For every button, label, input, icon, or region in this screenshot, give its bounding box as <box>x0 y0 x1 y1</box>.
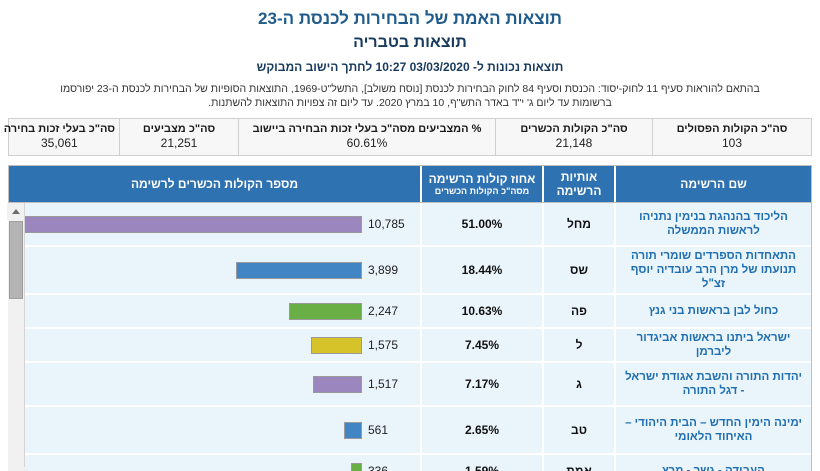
cell-votes-count: 2,247 <box>368 304 399 318</box>
column-header-list-name[interactable]: שם הרשימה <box>614 166 811 202</box>
cell-votes-bar: 3,899 <box>9 247 420 293</box>
cell-list-name: העבודה - גשר - מרץ <box>614 455 811 471</box>
column-header-votes-bars-label: מספר הקולות הכשרים לרשימה <box>130 177 299 191</box>
cell-list-name: התאחדות הספרדים שומרי תורה תנועתו של מרן… <box>614 247 811 293</box>
cell-votes-count: 561 <box>368 423 389 437</box>
stat-eligible-voters-value: 35,061 <box>41 136 78 150</box>
scrollbar-thumb[interactable] <box>9 221 23 299</box>
bar-track <box>9 336 362 354</box>
column-header-list-letters[interactable]: אותיות הרשימה <box>542 166 614 202</box>
cell-list-letters: ל <box>542 329 614 361</box>
stat-turnout-percent: % המצביעים מסה"כ בעלי זכות הבחירה ביישוב… <box>238 119 495 155</box>
page-header: תוצאות האמת של הבחירות לכנסת ה-23 תוצאות… <box>0 0 820 76</box>
table-row[interactable]: כחול לבן בראשות בני גנץ פה 10.63% 2,247 <box>9 295 811 329</box>
cell-list-letters: ג <box>542 363 614 405</box>
cell-votes-count: 336 <box>368 464 389 471</box>
table-scrollbar[interactable] <box>7 203 25 471</box>
cell-votes-bar: 1,517 <box>9 363 420 405</box>
cell-votes-count: 1,575 <box>368 338 399 352</box>
summary-stats-bar: סה"כ הקולות הפסולים 103 סה"כ הקולות הכשר… <box>4 118 812 156</box>
scroll-down-button[interactable] <box>8 467 25 471</box>
cell-percent: 51.00% <box>420 203 542 245</box>
table-body: הליכוד בהנהגת בנימין נתניהו לראשות הממשל… <box>8 203 812 471</box>
cell-votes-bar: 336 <box>9 455 420 471</box>
stat-valid-votes-label: סה"כ הקולות הכשרים <box>520 123 628 135</box>
scroll-up-button[interactable] <box>7 203 24 220</box>
cell-votes-count: 3,899 <box>368 263 399 277</box>
stat-invalid-votes-value: 103 <box>721 136 743 150</box>
column-header-percent-sublabel: מסה"כ הקולות הכשרים <box>434 185 530 196</box>
table-header-row: שם הרשימה אותיות הרשימה אחוז קולות הרשימ… <box>8 165 812 203</box>
table-row[interactable]: התאחדות הספרדים שומרי תורה תנועתו של מרן… <box>9 247 811 295</box>
bar-track <box>9 421 362 439</box>
bar-track <box>9 302 362 320</box>
bar-track <box>9 462 362 471</box>
table-row[interactable]: העבודה - גשר - מרץ אמת 1.59% 336 <box>9 455 811 471</box>
bar-track <box>9 375 362 393</box>
column-header-percent-label: אחוז קולות הרשימה <box>428 171 536 186</box>
cell-list-letters: מחל <box>542 203 614 245</box>
legal-notice-line-2: ברשומות עד ליום ג' י"ד באדר התש"ף, 10 במ… <box>208 96 612 109</box>
stat-valid-votes: סה"כ הקולות הכשרים 21,148 <box>495 119 652 155</box>
stat-turnout-percent-value: 60.61% <box>346 136 388 150</box>
votes-bar <box>312 375 362 393</box>
votes-bar <box>343 421 362 439</box>
cell-list-letters: פה <box>542 295 614 327</box>
stat-invalid-votes-label: סה"כ הקולות הפסולים <box>676 123 788 135</box>
stat-total-voters-value: 21,251 <box>160 136 198 150</box>
cell-list-name: כחול לבן בראשות בני גנץ <box>614 295 811 327</box>
stat-valid-votes-value: 21,148 <box>555 136 593 150</box>
cell-list-letters: שס <box>542 247 614 293</box>
table-row[interactable]: ישראל ביתנו בראשות אביגדור ליברמן ל 7.45% 1… <box>9 329 811 363</box>
cell-percent: 10.63% <box>420 295 542 327</box>
cell-votes-count: 10,785 <box>368 217 405 231</box>
stat-turnout-percent-label: % המצביעים מסה"כ בעלי זכות הבחירה ביישוב <box>252 123 482 135</box>
cell-votes-bar: 561 <box>9 407 420 453</box>
page-subtitle: תוצאות בטבריה <box>353 34 467 51</box>
page-title: תוצאות האמת של הבחירות לכנסת ה-23 <box>258 9 562 28</box>
cell-percent: 7.17% <box>420 363 542 405</box>
column-header-votes-bars[interactable]: מספר הקולות הכשרים לרשימה <box>9 166 420 202</box>
chevron-up-icon <box>11 209 20 214</box>
cell-percent: 2.65% <box>420 407 542 453</box>
cell-list-letters: אמת <box>542 455 614 471</box>
legal-notice: בהתאם להוראות סעיף 11 לחוק-יסוד: הכנסת ו… <box>8 83 812 110</box>
cell-list-name: ישראל ביתנו בראשות אביגדור ליברמן <box>614 329 811 361</box>
stat-invalid-votes: סה"כ הקולות הפסולים 103 <box>652 119 811 155</box>
cell-percent: 7.45% <box>420 329 542 361</box>
cell-list-name: ימינה הימין החדש – הבית היהודי – האיחוד … <box>614 407 811 453</box>
cell-votes-bar: 2,247 <box>9 295 420 327</box>
votes-bar <box>311 336 362 354</box>
cell-list-name: הליכוד בהנהגת בנימין נתניהו לראשות הממשל… <box>614 203 811 245</box>
results-table: שם הרשימה אותיות הרשימה אחוז קולות הרשימ… <box>7 165 812 471</box>
column-header-list-letters-line1: אותיות <box>560 170 598 184</box>
votes-bar <box>351 462 362 471</box>
cell-votes-bar: 1,575 <box>9 329 420 361</box>
cell-percent: 1.59% <box>420 455 542 471</box>
column-header-percent[interactable]: אחוז קולות הרשימה מסה"כ הקולות הכשרים <box>420 166 542 202</box>
cell-votes-count: 1,517 <box>368 377 399 391</box>
cell-percent: 18.44% <box>420 247 542 293</box>
votes-bar <box>13 215 362 233</box>
cell-votes-bar: 10,785 <box>9 203 420 245</box>
stat-total-voters-label: סה"כ מצביעים <box>142 123 216 135</box>
column-header-list-letters-line2: הרשימה <box>556 184 602 198</box>
cell-list-name: יהדות התורה והשבת אגודת ישראל - דגל התור… <box>614 363 811 405</box>
results-timestamp: תוצאות נכונות ל- 03/03/2020 10:27 לחתך ה… <box>256 60 564 74</box>
stat-total-voters: סה"כ מצביעים 21,251 <box>119 119 238 155</box>
votes-bar <box>289 302 362 320</box>
table-row[interactable]: ימינה הימין החדש – הבית היהודי – האיחוד … <box>9 407 811 455</box>
table-row[interactable]: הליכוד בהנהגת בנימין נתניהו לראשות הממשל… <box>9 203 811 247</box>
bar-track <box>9 261 362 279</box>
bar-track <box>9 215 362 233</box>
legal-notice-line-1: בהתאם להוראות סעיף 11 לחוק-יסוד: הכנסת ו… <box>60 83 760 95</box>
stat-eligible-voters-label: סה"כ בעלי זכות בחירה <box>3 123 115 135</box>
column-header-list-name-label: שם הרשימה <box>680 177 747 191</box>
votes-bar <box>235 261 362 279</box>
table-row[interactable]: יהדות התורה והשבת אגודת ישראל - דגל התור… <box>9 363 811 407</box>
cell-list-letters: טב <box>542 407 614 453</box>
stat-eligible-voters: סה"כ בעלי זכות בחירה 35,061 <box>0 119 119 155</box>
